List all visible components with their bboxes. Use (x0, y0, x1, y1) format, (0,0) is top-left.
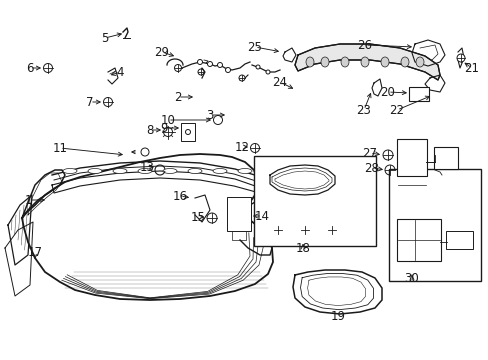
Ellipse shape (305, 57, 313, 67)
Ellipse shape (88, 168, 102, 174)
Text: 8: 8 (146, 123, 153, 136)
Circle shape (384, 165, 394, 175)
Text: 2: 2 (174, 90, 182, 104)
Ellipse shape (113, 168, 127, 174)
Ellipse shape (400, 57, 408, 67)
Circle shape (213, 116, 222, 125)
Circle shape (408, 158, 416, 166)
Circle shape (273, 226, 282, 234)
Circle shape (185, 130, 190, 135)
Ellipse shape (320, 57, 328, 67)
FancyBboxPatch shape (408, 87, 428, 101)
Text: 19: 19 (330, 310, 345, 323)
Circle shape (103, 98, 112, 107)
Text: 23: 23 (356, 104, 371, 117)
Circle shape (327, 226, 335, 234)
Ellipse shape (213, 168, 226, 174)
FancyBboxPatch shape (445, 231, 472, 249)
Text: 30: 30 (404, 271, 419, 284)
Text: 1: 1 (24, 194, 32, 207)
Circle shape (382, 150, 392, 160)
Text: 11: 11 (52, 141, 67, 154)
Text: 16: 16 (172, 189, 187, 202)
Circle shape (206, 213, 217, 223)
Ellipse shape (380, 57, 388, 67)
FancyBboxPatch shape (181, 123, 195, 141)
Circle shape (265, 70, 269, 74)
Text: 15: 15 (190, 211, 205, 224)
Text: 4: 4 (116, 66, 123, 78)
FancyBboxPatch shape (388, 169, 480, 281)
Ellipse shape (340, 57, 348, 67)
Text: 27: 27 (362, 147, 377, 159)
Text: 10: 10 (160, 113, 175, 126)
Circle shape (256, 65, 260, 69)
Ellipse shape (238, 168, 251, 174)
Text: 12: 12 (234, 140, 249, 153)
Text: 7: 7 (86, 95, 94, 108)
Ellipse shape (138, 168, 152, 174)
Text: 21: 21 (464, 62, 479, 75)
Text: 6: 6 (26, 62, 34, 75)
Text: 25: 25 (247, 41, 262, 54)
Text: 18: 18 (295, 242, 310, 255)
Text: 29: 29 (154, 45, 169, 59)
Circle shape (197, 59, 202, 64)
Circle shape (141, 148, 149, 156)
Circle shape (301, 226, 308, 234)
FancyBboxPatch shape (226, 197, 250, 231)
Circle shape (43, 63, 52, 72)
Circle shape (174, 64, 181, 72)
Text: 26: 26 (357, 39, 372, 51)
Text: 17: 17 (27, 246, 42, 258)
Text: 20: 20 (380, 86, 395, 99)
Circle shape (456, 54, 464, 62)
Text: 9: 9 (160, 122, 167, 135)
Ellipse shape (163, 168, 177, 174)
FancyBboxPatch shape (396, 219, 440, 261)
Circle shape (163, 127, 172, 136)
Circle shape (305, 169, 310, 175)
Ellipse shape (360, 57, 368, 67)
Ellipse shape (415, 57, 423, 67)
Circle shape (198, 69, 203, 75)
FancyBboxPatch shape (433, 147, 457, 169)
Text: 5: 5 (101, 32, 108, 45)
Polygon shape (294, 44, 439, 80)
Circle shape (217, 63, 222, 68)
Circle shape (239, 75, 244, 81)
FancyBboxPatch shape (396, 139, 426, 176)
Ellipse shape (63, 168, 77, 174)
Circle shape (398, 166, 406, 174)
Circle shape (397, 151, 405, 159)
Text: 24: 24 (272, 76, 287, 89)
Text: 3: 3 (206, 108, 213, 122)
Text: 14: 14 (254, 210, 269, 222)
Ellipse shape (187, 168, 202, 174)
Circle shape (250, 144, 259, 153)
Text: 28: 28 (364, 162, 379, 175)
Circle shape (207, 62, 212, 67)
Text: 22: 22 (389, 104, 404, 117)
Text: 13: 13 (139, 161, 154, 174)
Circle shape (225, 68, 230, 72)
FancyBboxPatch shape (253, 156, 375, 246)
